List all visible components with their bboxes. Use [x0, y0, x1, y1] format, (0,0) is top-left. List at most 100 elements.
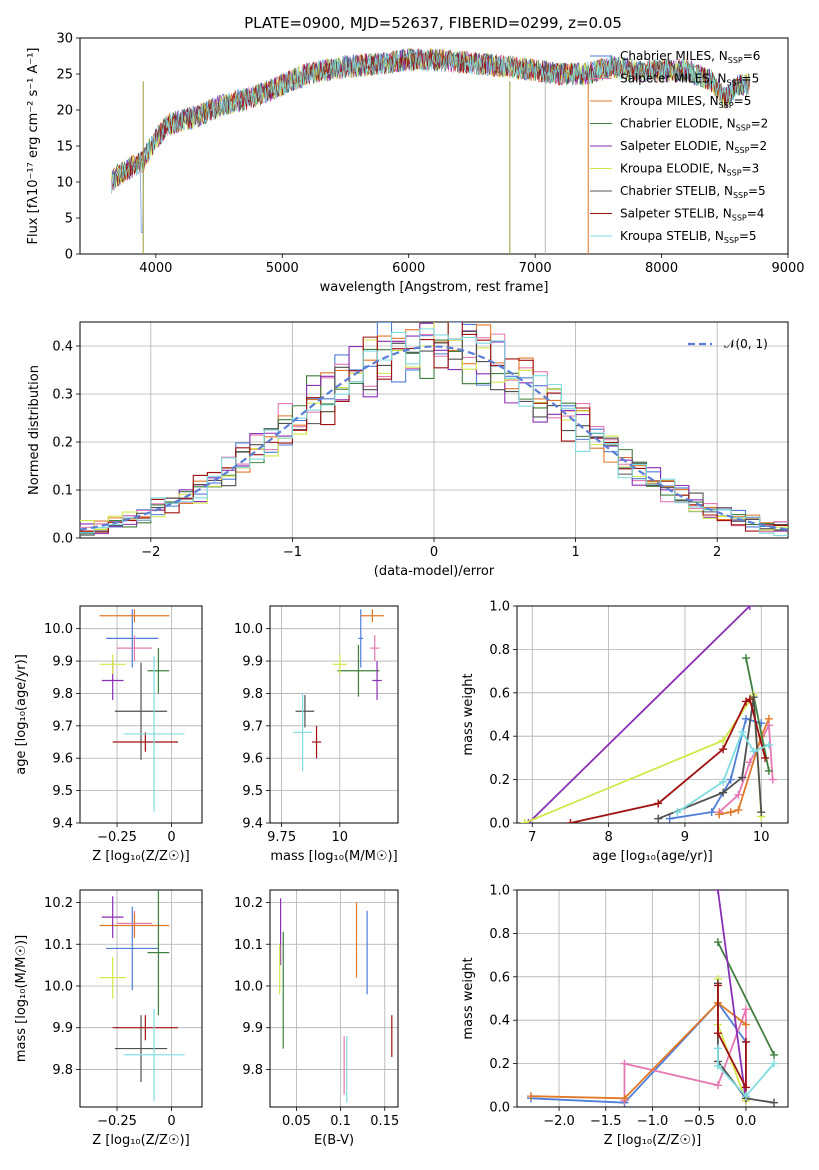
- x-tick-label: 0.05: [282, 1114, 311, 1129]
- data-marker: [764, 740, 773, 749]
- mass-weight-line: [527, 606, 751, 823]
- mass-vs-Z-chart: −0.25 0 9.8 9.9 10.0 10.1 10.2 Z [log₁₀(Z/Z☉)] m…: [14, 889, 203, 1148]
- spectrum-line: [111, 49, 750, 194]
- data-marker: [741, 1020, 750, 1029]
- data-marker: [741, 1037, 750, 1046]
- data-marker: [713, 938, 722, 947]
- y-tick-label: 9.5: [52, 784, 73, 799]
- y-tick-label: 0.6: [489, 970, 510, 985]
- y-tick-label: 0.8: [489, 643, 510, 658]
- x-tick-label: 10: [753, 830, 770, 845]
- mass-weight-line: [717, 890, 747, 1101]
- legend-label: Chabrier MILES, NSSP=6: [620, 49, 760, 65]
- legend-label: 𝒩(0, 1): [724, 337, 768, 351]
- data-marker: [713, 1044, 722, 1053]
- data-marker: [734, 790, 743, 799]
- mass-weight-line: [717, 985, 747, 1088]
- x-axis-label: wavelength [Angstrom, rest frame]: [320, 280, 549, 295]
- x-tick-label: −0.25: [97, 830, 137, 845]
- y-tick-label: 10.2: [44, 896, 73, 911]
- x-tick-label: −1.5: [590, 1114, 622, 1129]
- x-tick-label: 9.75: [267, 830, 296, 845]
- y-tick-label: 25: [56, 68, 73, 83]
- data-marker: [757, 808, 766, 817]
- y-tick-label: 0.8: [489, 927, 510, 942]
- data-marker: [742, 714, 751, 723]
- axes-frame: [516, 605, 789, 824]
- data-marker: [620, 1094, 629, 1103]
- data-marker: [769, 1059, 778, 1068]
- spectrum-line: [111, 48, 750, 191]
- y-tick-label: 5: [65, 212, 73, 227]
- x-tick-label: 6000: [392, 261, 425, 276]
- data-marker: [713, 1029, 722, 1038]
- x-tick-label: 0: [430, 545, 438, 560]
- x-tick-label: 0.15: [370, 1114, 399, 1129]
- y-tick-label: 9.4: [242, 817, 263, 832]
- y-tick-label: 10.0: [234, 979, 263, 994]
- y-tick-label: 9.5: [242, 784, 263, 799]
- x-axis-label: (data-model)/error: [374, 564, 495, 579]
- y-tick-label: 10.0: [44, 622, 73, 637]
- y-axis-label: Flux [fλ10⁻¹⁷ erg cm⁻² s⁻¹ A⁻¹]: [26, 48, 41, 245]
- y-tick-label: 20: [56, 104, 73, 119]
- mass-weight-line: [623, 1009, 747, 1101]
- data-marker: [768, 775, 777, 784]
- data-marker: [741, 1083, 750, 1092]
- data-marker: [719, 777, 728, 786]
- x-tick-label: −0.5: [683, 1114, 715, 1129]
- y-tick-label: 0.2: [52, 436, 73, 451]
- legend-label: Salpeter MILES, NSSP=5: [620, 72, 759, 88]
- x-axis-label: Z [log₁₀(Z/Z☉)]: [92, 849, 189, 864]
- y-tick-label: 9.8: [242, 687, 263, 702]
- y-tick-label: 10.0: [234, 622, 263, 637]
- y-tick-label: 15: [56, 140, 73, 155]
- y-tick-label: 10.1: [44, 938, 73, 953]
- y-tick-label: 9.9: [242, 655, 263, 670]
- data-marker: [741, 1092, 750, 1101]
- data-marker: [654, 799, 663, 808]
- x-tick-label: 8000: [645, 261, 678, 276]
- data-marker: [620, 1059, 629, 1068]
- data-marker: [713, 1061, 722, 1070]
- y-tick-label: 9.8: [52, 687, 73, 702]
- y-tick-label: 9.7: [242, 719, 263, 734]
- data-marker: [719, 745, 728, 754]
- data-marker: [713, 890, 722, 894]
- y-axis-label: mass weight: [461, 957, 476, 1039]
- mass-weight-line: [570, 697, 766, 823]
- data-marker: [654, 814, 663, 823]
- data-marker: [745, 606, 754, 610]
- y-axis-label: age [log₁₀(age/yr)]: [14, 654, 29, 775]
- mass-weight-line: [524, 692, 763, 823]
- data-marker: [566, 819, 575, 823]
- x-tick-label: −1.0: [637, 1114, 669, 1129]
- y-tick-label: 9.8: [242, 1063, 263, 1078]
- x-tick-label: −2.0: [543, 1114, 575, 1129]
- y-tick-label: 9.7: [52, 719, 73, 734]
- x-tick-label: 9000: [771, 261, 804, 276]
- y-tick-label: 10.1: [234, 938, 263, 953]
- x-axis-label: Z [log₁₀(Z/Z☉)]: [92, 1133, 189, 1148]
- y-tick-label: 9.9: [52, 655, 73, 670]
- x-tick-label: 9: [681, 830, 689, 845]
- data-marker: [527, 1092, 536, 1101]
- axes-frame: [269, 605, 399, 824]
- data-marker: [673, 808, 682, 817]
- data-marker: [734, 805, 743, 814]
- mass-weight-line: [530, 1001, 747, 1104]
- y-tick-label: 10.0: [44, 979, 73, 994]
- x-axis-label: Z [log₁₀(Z/Z☉)]: [604, 1133, 701, 1148]
- x-axis-label: age [log₁₀(age/yr)]: [592, 849, 713, 864]
- y-tick-label: 0.0: [489, 1101, 510, 1116]
- data-marker: [764, 766, 773, 775]
- mass-weight-line: [745, 657, 770, 772]
- mass-weight-line: [530, 1001, 747, 1100]
- massweight-vs-age-chart: 7 8 9 10 0.0 0.2 0.4 0.6 0.8 1.0 age [log₁₀(age/yr…: [461, 600, 789, 864]
- data-marker: [769, 1050, 778, 1059]
- y-tick-label: 0: [65, 248, 73, 263]
- legend-label: Kroupa MILES, NSSP=5: [620, 94, 751, 110]
- x-tick-label: 2: [713, 545, 721, 560]
- legend-label: Kroupa ELODIE, NSSP=3: [620, 162, 759, 178]
